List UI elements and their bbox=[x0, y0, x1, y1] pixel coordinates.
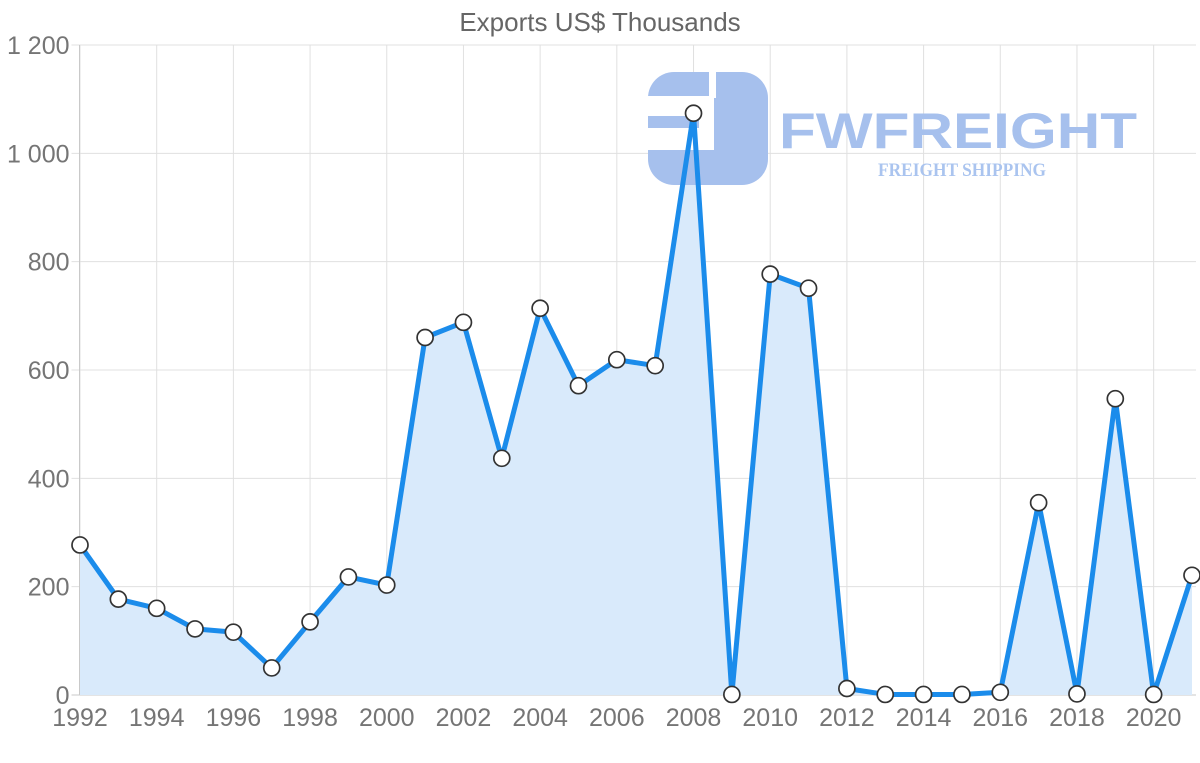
data-point-1993[interactable] bbox=[109, 590, 128, 608]
x-tick-label-2006: 2006 bbox=[589, 704, 645, 732]
data-point-2011[interactable] bbox=[799, 279, 818, 298]
data-point-2009[interactable] bbox=[723, 685, 741, 704]
data-point-2012[interactable] bbox=[838, 679, 856, 698]
data-line bbox=[77, 110, 1195, 697]
data-point-1996[interactable] bbox=[224, 623, 243, 642]
data-point-2014[interactable] bbox=[914, 685, 933, 704]
y-tick-label-400: 400 bbox=[28, 465, 70, 493]
data-point-2017[interactable] bbox=[1029, 493, 1048, 512]
data-point-2016[interactable] bbox=[991, 683, 1010, 702]
data-point-2003[interactable] bbox=[492, 449, 511, 468]
data-point-2007[interactable] bbox=[646, 356, 665, 375]
y-tick-label-0: 0 bbox=[56, 682, 70, 710]
y-tick-label-600: 600 bbox=[28, 357, 70, 385]
data-point-1994[interactable] bbox=[147, 599, 166, 618]
data-point-1997[interactable] bbox=[262, 659, 281, 677]
y-tick-label-800: 800 bbox=[28, 249, 70, 277]
data-point-2010[interactable] bbox=[761, 265, 780, 283]
x-tick-label-1992: 1992 bbox=[52, 704, 108, 732]
data-point-1995[interactable] bbox=[186, 620, 204, 638]
x-tick-label-2016: 2016 bbox=[972, 704, 1028, 732]
x-tick-label-2002: 2002 bbox=[436, 704, 492, 732]
data-point-1999[interactable] bbox=[339, 568, 358, 586]
data-point-1992[interactable] bbox=[71, 536, 89, 554]
y-tick-label-1000: 1 000 bbox=[7, 140, 70, 168]
area-fill bbox=[80, 113, 1192, 695]
x-tick-label-2000: 2000 bbox=[359, 704, 415, 732]
x-tick-label-2014: 2014 bbox=[896, 704, 952, 732]
data-point-2020[interactable] bbox=[1144, 685, 1163, 704]
x-tick-label-1998: 1998 bbox=[282, 704, 338, 732]
watermark-graphic: FWFREIGHT FREIGHT SHIPPING bbox=[648, 72, 1137, 185]
data-point-2018[interactable] bbox=[1068, 685, 1086, 703]
x-tick-label-2020: 2020 bbox=[1126, 704, 1182, 732]
data-point-2004[interactable] bbox=[531, 299, 549, 318]
chart-title: Exports US$ Thousands bbox=[459, 7, 741, 37]
x-tick-label-1994: 1994 bbox=[129, 704, 185, 732]
x-tick-label-2004: 2004 bbox=[512, 704, 568, 732]
data-point-2006[interactable] bbox=[607, 350, 626, 369]
data-point-2013[interactable] bbox=[876, 685, 895, 704]
data-point-2021[interactable] bbox=[1183, 566, 1200, 585]
data-point-2008[interactable] bbox=[684, 104, 703, 123]
watermark: FWFREIGHT FREIGHT SHIPPING bbox=[645, 64, 1200, 193]
x-tick-label-2012: 2012 bbox=[819, 704, 875, 732]
x-tick-label-2008: 2008 bbox=[666, 704, 722, 732]
y-tick-label-1200: 1 200 bbox=[7, 32, 70, 60]
data-point-1998[interactable] bbox=[301, 613, 319, 631]
x-tick-label-2010: 2010 bbox=[742, 704, 798, 732]
data-point-2005[interactable] bbox=[569, 376, 588, 395]
x-tick-label-1996: 1996 bbox=[206, 704, 262, 732]
data-point-2019[interactable] bbox=[1106, 389, 1125, 408]
x-tick-label-2018: 2018 bbox=[1049, 704, 1105, 732]
watermark-brand-text: FWFREIGHT bbox=[779, 103, 1137, 159]
data-point-2001[interactable] bbox=[416, 328, 434, 347]
y-tick-label-200: 200 bbox=[28, 574, 70, 602]
data-point-2000[interactable] bbox=[377, 576, 396, 594]
data-point-2002[interactable] bbox=[454, 313, 473, 332]
data-point-2015[interactable] bbox=[953, 685, 971, 704]
watermark-tagline-text: FREIGHT SHIPPING bbox=[878, 161, 1046, 181]
fwfreight-logo-icon bbox=[648, 72, 768, 185]
